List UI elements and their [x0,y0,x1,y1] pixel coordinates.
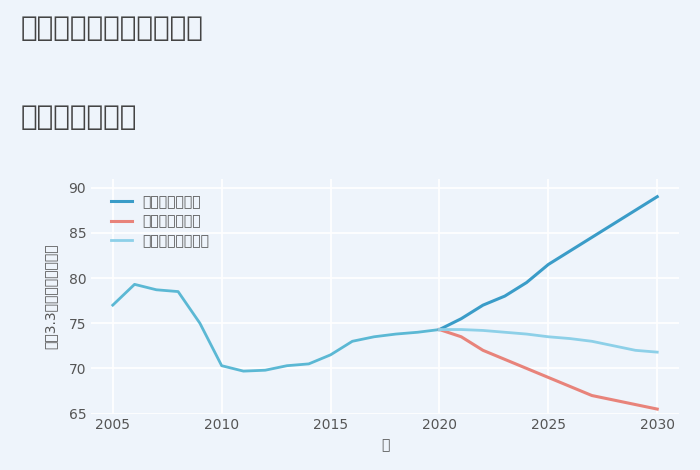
グッドシナリオ [457,316,466,321]
ノーマルシナリオ [457,327,466,332]
バッドシナリオ [588,393,596,399]
バッドシナリオ [500,357,509,362]
グッドシナリオ [479,302,487,308]
Line: ノーマルシナリオ: ノーマルシナリオ [440,329,657,352]
X-axis label: 年: 年 [381,438,389,452]
ノーマルシナリオ [522,331,531,337]
バッドシナリオ [479,347,487,353]
ノーマルシナリオ [566,336,574,341]
グッドシナリオ [435,327,444,332]
バッドシナリオ [653,406,662,412]
Line: バッドシナリオ: バッドシナリオ [440,329,657,409]
バッドシナリオ [457,334,466,340]
グッドシナリオ [544,262,552,267]
グッドシナリオ [610,221,618,227]
Text: 大阪府豊中市服部豊町の: 大阪府豊中市服部豊町の [21,14,204,42]
ノーマルシナリオ [588,338,596,344]
グッドシナリオ [522,280,531,285]
バッドシナリオ [631,402,640,407]
ノーマルシナリオ [653,349,662,355]
ノーマルシナリオ [544,334,552,340]
グッドシナリオ [566,248,574,254]
グッドシナリオ [500,293,509,299]
ノーマルシナリオ [500,329,509,335]
Line: グッドシナリオ: グッドシナリオ [440,196,657,329]
Legend: グッドシナリオ, バッドシナリオ, ノーマルシナリオ: グッドシナリオ, バッドシナリオ, ノーマルシナリオ [104,188,217,255]
バッドシナリオ [522,366,531,371]
バッドシナリオ [566,384,574,389]
グッドシナリオ [588,235,596,240]
バッドシナリオ [544,375,552,380]
バッドシナリオ [435,327,444,332]
Y-axis label: 坪（3.3㎡）単価（万円）: 坪（3.3㎡）単価（万円） [43,243,57,349]
グッドシナリオ [653,194,662,199]
バッドシナリオ [610,397,618,403]
Text: 土地の価格推移: 土地の価格推移 [21,103,137,132]
ノーマルシナリオ [610,343,618,349]
ノーマルシナリオ [631,347,640,353]
ノーマルシナリオ [479,328,487,333]
ノーマルシナリオ [435,327,444,332]
グッドシナリオ [631,207,640,213]
